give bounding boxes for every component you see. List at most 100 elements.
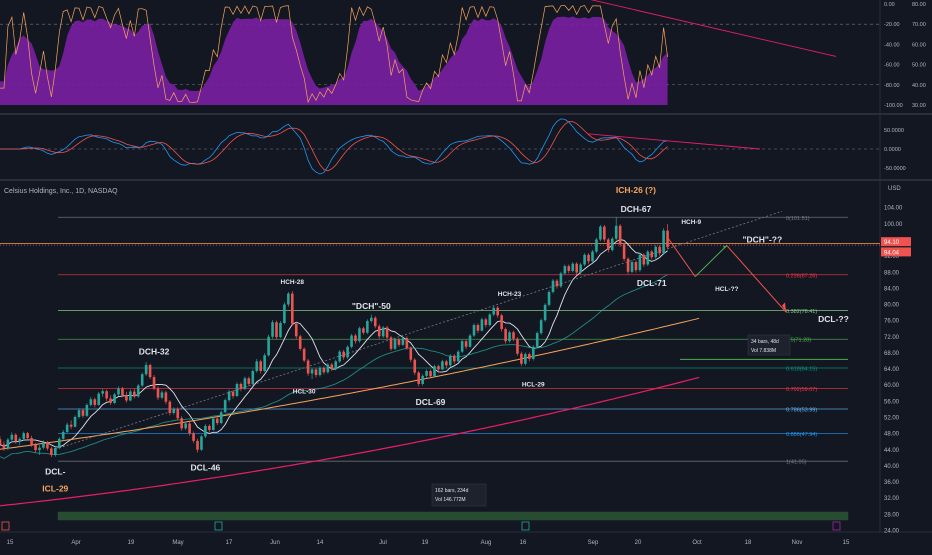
candle-body[interactable] [136,385,140,397]
candle-body[interactable] [172,408,176,413]
candle-body[interactable] [69,424,73,427]
candle-body[interactable] [583,254,586,265]
candle-body[interactable] [358,328,361,342]
candle-body[interactable] [591,251,594,262]
candle-body[interactable] [46,442,49,449]
candle-body[interactable] [294,323,298,337]
candle-body[interactable] [73,417,77,427]
candle-body[interactable] [271,322,274,337]
candle-body[interactable] [654,246,657,258]
candle-body[interactable] [22,433,25,439]
candle-body[interactable] [275,322,278,338]
candle-body[interactable] [200,436,203,450]
candle-body[interactable] [563,266,567,274]
candle-body[interactable] [105,391,108,399]
candle-body[interactable] [306,360,310,374]
candle-body[interactable] [89,399,93,405]
candle-body[interactable] [310,369,314,374]
candle-body[interactable] [302,348,306,361]
candle-body[interactable] [77,410,81,418]
candle-body[interactable] [129,391,132,401]
candle-body[interactable] [34,444,37,451]
candle-body[interactable] [298,336,302,349]
candle-body[interactable] [330,364,334,370]
candle-body[interactable] [413,359,417,373]
candle-body[interactable] [531,346,535,359]
oscillator-pane-1[interactable] [0,0,880,105]
candle-body[interactable] [362,328,365,333]
candle-body[interactable] [251,371,255,384]
candle-body[interactable] [634,262,638,271]
candle-body[interactable] [539,320,543,334]
candle-body[interactable] [259,361,262,372]
candle-body[interactable] [524,354,527,364]
event-marker-icon[interactable] [214,521,223,531]
oscillator-pane-2[interactable] [0,118,880,175]
candle-body[interactable] [429,371,432,377]
candle-body[interactable] [338,351,341,362]
candle-body[interactable] [488,314,492,326]
candle-body[interactable] [18,438,22,442]
candle-body[interactable] [133,391,136,397]
candle-body[interactable] [50,448,53,455]
candle-body[interactable] [441,361,444,370]
candle-body[interactable] [168,401,172,413]
candle-body[interactable] [662,230,665,254]
candle-body[interactable] [156,388,160,398]
candle-body[interactable] [101,391,104,394]
candle-body[interactable] [437,366,440,370]
candle-body[interactable] [614,225,618,239]
candle-body[interactable] [42,442,45,448]
candle-body[interactable] [370,317,373,321]
candle-body[interactable] [26,433,29,439]
candle-body[interactable] [599,226,602,240]
candle-body[interactable] [421,375,424,384]
candle-body[interactable] [516,338,519,354]
candle-body[interactable] [109,398,112,403]
candle-body[interactable] [528,354,531,359]
event-marker-icon[interactable] [832,521,841,531]
candle-body[interactable] [61,431,65,439]
osc2-trendline[interactable] [587,133,761,150]
candle-body[interactable] [409,348,413,360]
candle-body[interactable] [247,378,251,384]
candle-body[interactable] [148,364,152,378]
candle-body[interactable] [152,377,156,389]
candle-body[interactable] [512,332,515,339]
candle-body[interactable] [10,434,14,440]
candle-body[interactable] [618,225,622,245]
candle-body[interactable] [401,337,405,345]
candle-body[interactable] [57,438,61,449]
candle-body[interactable] [267,336,270,356]
candle-body[interactable] [188,423,191,434]
candle-body[interactable] [638,254,642,271]
candle-body[interactable] [480,319,484,331]
candle-body[interactable] [215,418,219,424]
candle-body[interactable] [243,378,247,389]
candle-body[interactable] [97,393,101,405]
candle-body[interactable] [235,383,239,397]
candle-body[interactable] [366,320,369,333]
candle-body[interactable] [318,367,322,376]
measure-box[interactable] [747,334,791,356]
candle-body[interactable] [239,383,243,389]
candle-body[interactable] [263,355,266,372]
candle-body[interactable] [54,448,57,455]
candle-body[interactable] [354,335,357,342]
candle-body[interactable] [121,388,124,396]
event-marker-icon[interactable] [521,521,530,531]
candle-body[interactable] [212,418,215,430]
candle-body[interactable] [176,408,180,419]
candle-body[interactable] [642,254,646,265]
candle-body[interactable] [626,258,630,272]
candle-body[interactable] [650,251,654,258]
candle-body[interactable] [117,388,120,395]
candle-body[interactable] [65,424,69,432]
candle-body[interactable] [571,263,575,271]
candle-body[interactable] [180,418,183,429]
candle-body[interactable] [381,327,385,337]
candle-body[interactable] [385,327,389,338]
candle-body[interactable] [445,361,448,366]
